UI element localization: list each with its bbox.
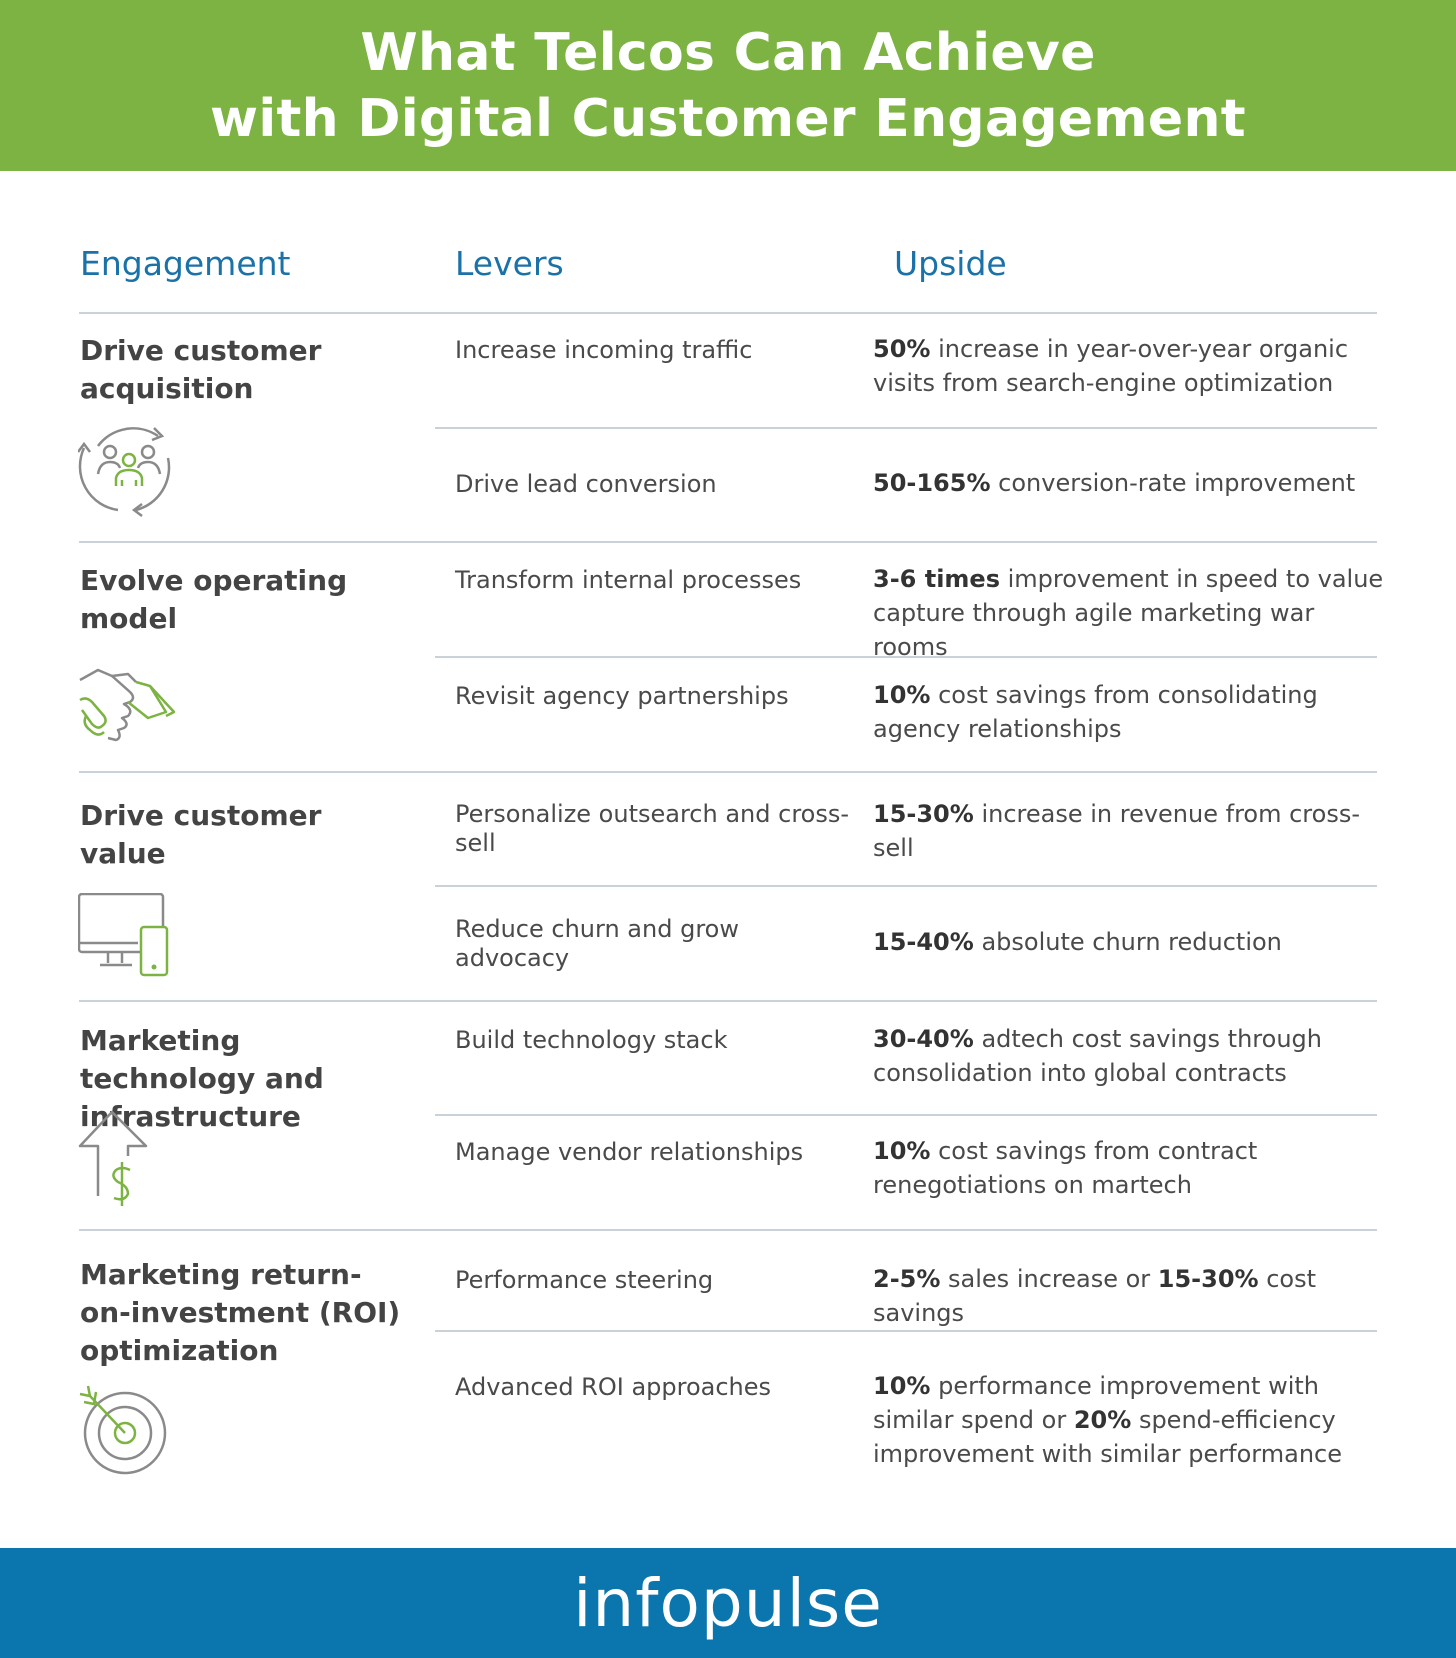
lever-text: Transform internal processes: [455, 566, 802, 594]
upside-detail: improvement in speed to value capture th…: [873, 565, 1384, 661]
footer-banner: infopulse: [0, 1548, 1456, 1658]
divider: [435, 656, 1377, 658]
upside-detail: adtech cost savings through consolidatio…: [873, 1025, 1322, 1087]
upside-text: 15-40% absolute churn reduction: [873, 925, 1393, 959]
arrow-dollar-icon: [78, 1110, 148, 1206]
upside-highlight-2: 20%: [1073, 1406, 1132, 1434]
divider: [435, 1330, 1377, 1332]
divider: [79, 1000, 1377, 1002]
handshake-icon: [79, 668, 176, 742]
lever-text: Drive lead conversion: [455, 470, 717, 498]
upside-text: 50-165% conversion-rate improvement: [873, 466, 1393, 500]
lever-text: Build technology stack: [455, 1026, 728, 1054]
lever-text: Revisit agency partnerships: [455, 682, 789, 710]
upside-detail: increase in year-over-year organic visit…: [873, 335, 1349, 397]
upside-detail-2: spend-efficiency improvement with simila…: [873, 1406, 1343, 1468]
upside-detail: conversion-rate improvement: [990, 469, 1356, 497]
upside-detail: absolute churn reduction: [973, 928, 1282, 956]
upside-highlight-2: 15-30%: [1157, 1265, 1259, 1293]
lever-text: Increase incoming traffic: [455, 336, 753, 364]
column-heading-engagement: Engagement: [80, 244, 291, 283]
upside-highlight: 10%: [873, 1137, 931, 1165]
lever-text: Advanced ROI approaches: [455, 1373, 772, 1401]
upside-text: 10% performance improvement with similar…: [873, 1369, 1393, 1471]
column-heading-levers: Levers: [455, 244, 564, 283]
column-heading-upside: Upside: [894, 244, 1007, 283]
upside-detail: increase in revenue from cross-sell: [873, 800, 1360, 862]
upside-highlight: 50-165%: [873, 469, 991, 497]
lever-text: Personalize outsearch and cross-sell: [455, 800, 850, 857]
upside-detail: sales increase or: [940, 1265, 1158, 1293]
engagement-title-customer-value: Drive customer value: [80, 799, 322, 870]
devices-icon: [78, 893, 169, 977]
upside-detail: performance improvement with similar spe…: [873, 1372, 1319, 1434]
page-title-line-1: What Telcos Can Achieve: [360, 22, 1096, 83]
upside-detail: cost savings from contract renegotiation…: [873, 1137, 1258, 1199]
upside-highlight: 30-40%: [873, 1025, 974, 1053]
header-banner: What Telcos Can Achieve with Digital Cus…: [0, 0, 1456, 171]
upside-text: 10% cost savings from contract renegotia…: [873, 1134, 1393, 1202]
upside-highlight: 50%: [873, 335, 931, 363]
divider: [79, 771, 1377, 773]
divider: [435, 885, 1377, 887]
upside-text: 30-40% adtech cost savings through conso…: [873, 1022, 1393, 1090]
upside-text: 2-5% sales increase or 15-30% cost savin…: [873, 1262, 1393, 1330]
target-icon: [79, 1385, 167, 1475]
lever-text: Reduce churn and grow advocacy: [455, 915, 739, 972]
engagement-title-martech: Marketing technology and infrastructure: [80, 1024, 324, 1133]
upside-text: 3-6 times improvement in speed to value …: [873, 562, 1393, 664]
divider: [435, 427, 1377, 429]
infopulse-logo: infopulse: [573, 1564, 883, 1642]
upside-text: 10% cost savings from consolidating agen…: [873, 678, 1393, 746]
upside-text: 15-30% increase in revenue from cross-se…: [873, 797, 1393, 865]
divider: [79, 312, 1377, 314]
engagement-title-operating-model: Evolve operating model: [80, 564, 348, 635]
engagement-title-acquisition: Drive customer acquisition: [80, 334, 322, 405]
divider: [435, 1114, 1377, 1116]
upside-detail: cost savings from consolidating agency r…: [873, 681, 1318, 743]
upside-highlight: 15-30%: [873, 800, 974, 828]
customer-cycle-icon: [78, 427, 171, 517]
engagement-title-roi: Marketing return-on-investment (ROI) opt…: [80, 1258, 401, 1367]
upside-text: 50% increase in year-over-year organic v…: [873, 332, 1393, 400]
lever-text: Manage vendor relationships: [455, 1138, 804, 1166]
upside-highlight: 10%: [873, 681, 931, 709]
lever-text: Performance steering: [455, 1266, 714, 1294]
upside-highlight: 10%: [873, 1372, 931, 1400]
divider: [79, 541, 1377, 543]
upside-detail-2: cost savings: [873, 1265, 1317, 1327]
upside-highlight: 2-5%: [873, 1265, 941, 1293]
upside-highlight: 15-40%: [873, 928, 974, 956]
page-title-line-2: with Digital Customer Engagement: [210, 88, 1246, 149]
upside-highlight: 3-6 times: [873, 565, 1000, 593]
divider: [79, 1229, 1377, 1231]
